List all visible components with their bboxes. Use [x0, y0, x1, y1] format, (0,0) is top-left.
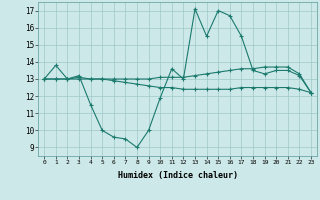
X-axis label: Humidex (Indice chaleur): Humidex (Indice chaleur)	[118, 171, 238, 180]
